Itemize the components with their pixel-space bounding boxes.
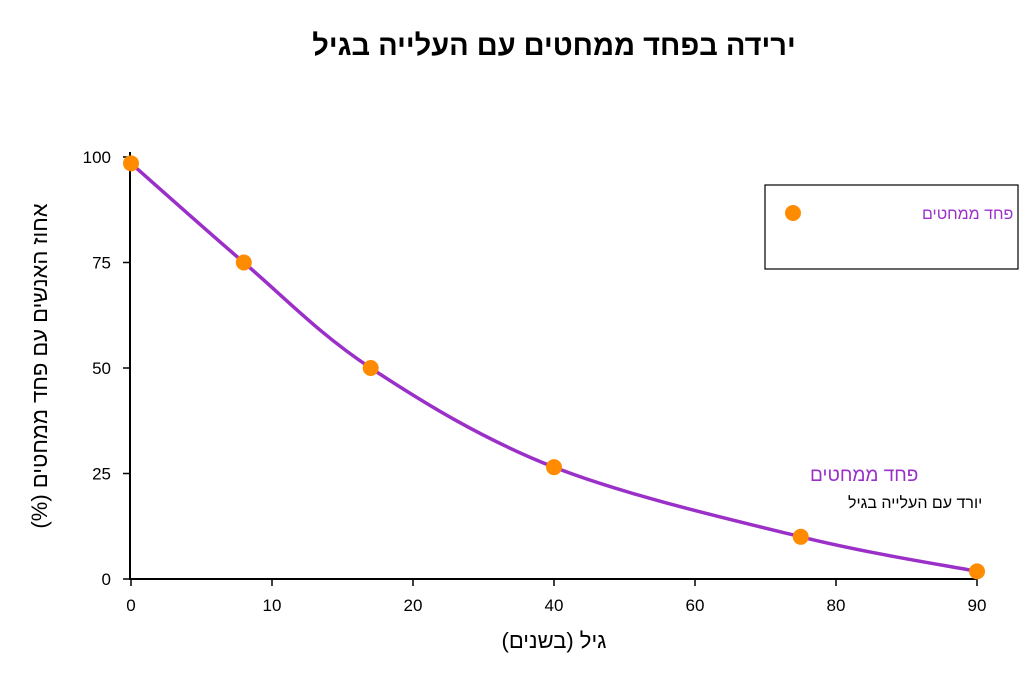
x-tick-label: 60 <box>686 596 705 615</box>
y-tick-label: 50 <box>92 359 111 378</box>
data-point <box>969 563 985 580</box>
data-point <box>235 254 252 271</box>
y-ticks: 0 25 50 75 100 <box>83 148 130 589</box>
annotation: פחד ממחטים יורד עם העלייה בגיל <box>810 465 982 512</box>
annotation-title: פחד ממחטים <box>810 465 918 486</box>
y-tick-label: 100 <box>83 148 111 167</box>
legend-box <box>764 184 1019 270</box>
x-tick-label: 0 <box>126 596 135 615</box>
x-tick-label: 10 <box>263 596 282 615</box>
annotation-subtitle: יורד עם העלייה בגיל <box>848 494 982 512</box>
x-axis-label: גיל (בשנים) <box>502 628 607 653</box>
data-point <box>362 360 379 376</box>
x-tick-label: 20 <box>404 596 423 615</box>
legend-label: פחד ממחטים <box>922 206 1013 223</box>
series-markers <box>123 155 985 580</box>
x-ticks: 0 10 20 40 60 80 90 <box>126 579 986 615</box>
data-point <box>792 528 809 545</box>
x-tick-label: 80 <box>827 596 846 615</box>
legend-marker <box>785 205 801 221</box>
x-tick-label: 90 <box>968 596 987 615</box>
x-tick-label: 40 <box>545 596 564 615</box>
y-tick-label: 25 <box>92 465 111 484</box>
data-point <box>123 155 139 172</box>
y-axis-label: אחוז האנשים עם פחד ממחטים (%) <box>27 203 52 528</box>
legend: פחד ממחטים <box>764 184 1019 270</box>
data-point <box>546 459 562 476</box>
y-tick-label: 75 <box>92 254 111 273</box>
chart-title: ירידה בפחד ממחטים עם העלייה בגיל <box>312 30 795 62</box>
y-tick-label: 0 <box>102 570 111 589</box>
